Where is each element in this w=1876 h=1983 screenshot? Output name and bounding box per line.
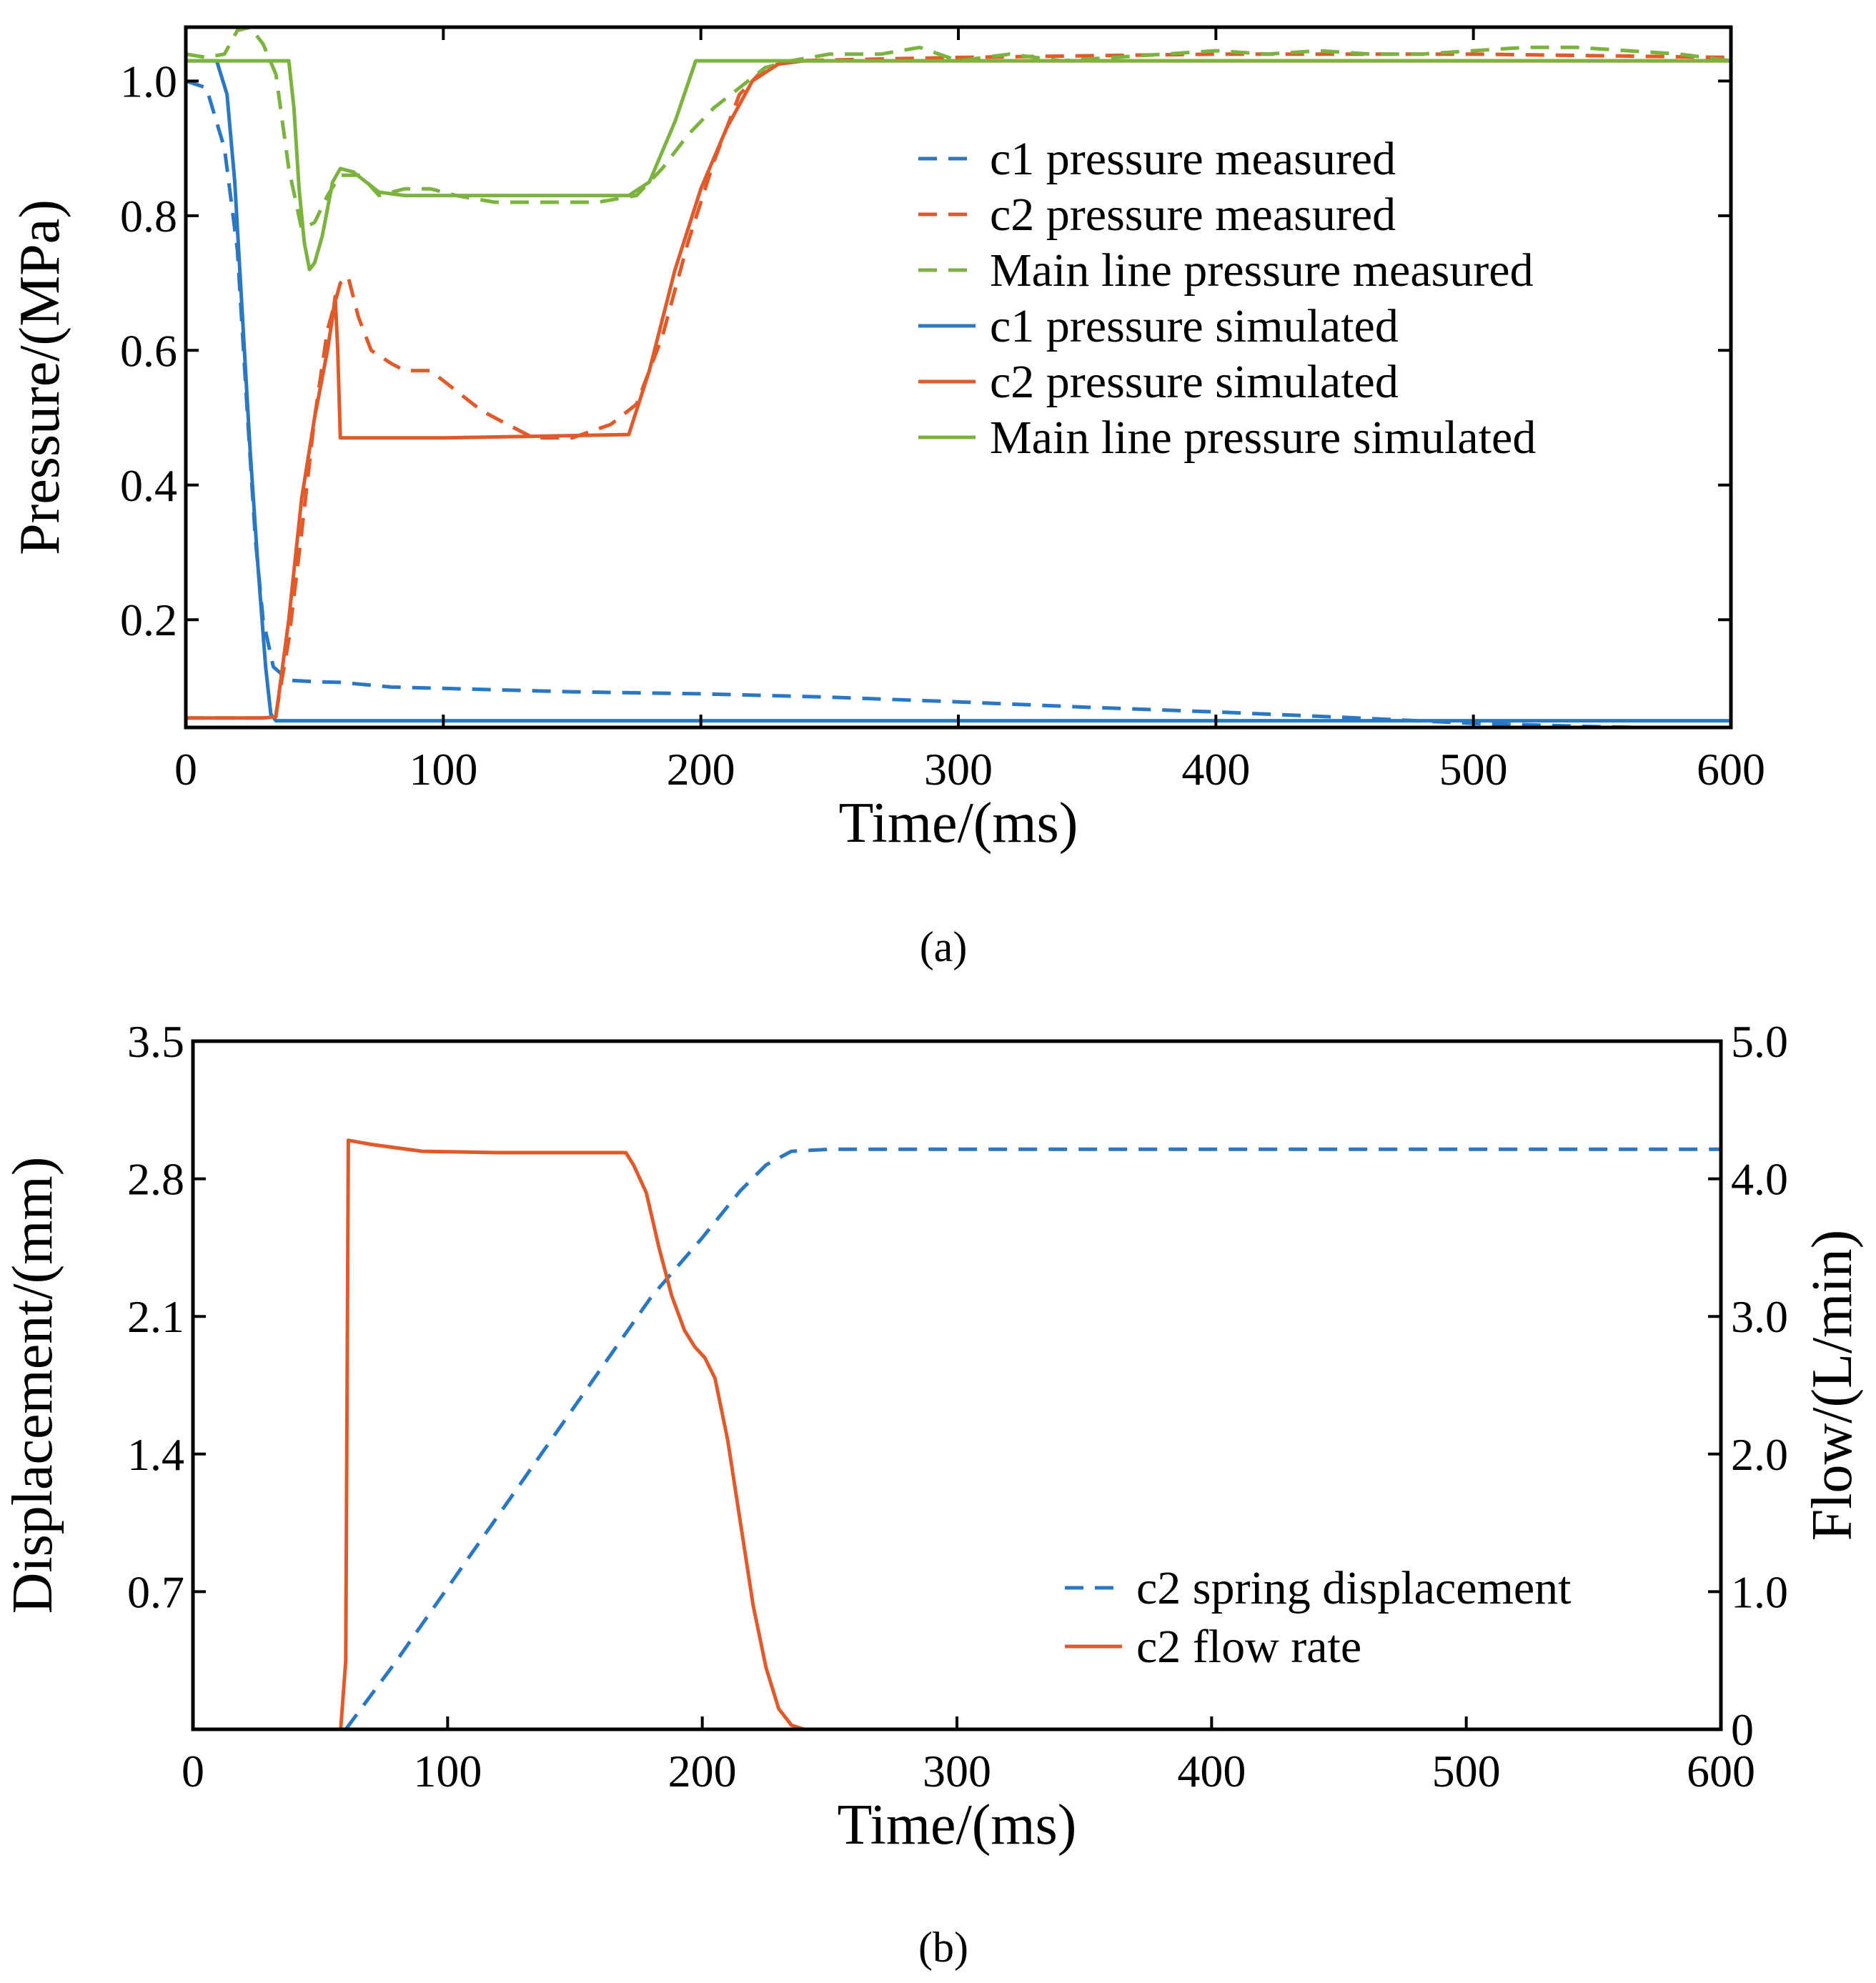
legend-label: c1 pressure simulated — [990, 300, 1399, 352]
x-tick-label: 400 — [1177, 1746, 1246, 1796]
y-tick-label: 0.2 — [120, 595, 177, 645]
y-tick-label: 2.1 — [127, 1291, 184, 1342]
y-right-tick-label: 1.0 — [1731, 1566, 1788, 1617]
y-tick-label: 0.4 — [120, 460, 177, 511]
y-tick-label: 1.4 — [127, 1429, 184, 1480]
x-tick-label: 100 — [409, 744, 477, 795]
x-tick-label: 600 — [1697, 744, 1765, 795]
x-tick-label: 200 — [667, 744, 735, 795]
legend-label: c1 pressure measured — [990, 133, 1396, 185]
plot-frame — [184, 25, 1733, 730]
panel-b: 0 100 200 300 400 500 600 0.7 1.4 2.1 2.8 3.5 0 1.0 2.… — [1, 1016, 1864, 1857]
series-line-c2-flow-rate — [193, 1138, 1721, 1729]
series-line-c2-spring-displacement — [344, 1147, 1721, 1729]
y-tick-label: 1.0 — [120, 56, 177, 106]
x-tick-label: 200 — [668, 1746, 737, 1796]
legend-label: c2 pressure simulated — [990, 356, 1399, 408]
x-axis-title: Time/(ms) — [838, 1794, 1077, 1857]
panel-a: 0 100 200 300 400 500 600 0.2 0.4 0.6 0.8 1.0 Time/(… — [9, 25, 1765, 855]
y-right-tick-label: 3.0 — [1731, 1291, 1788, 1342]
y-tick-label: 0.7 — [127, 1566, 184, 1617]
series-line-c1-pressure-measured — [186, 79, 1731, 727]
x-tick-label: 400 — [1181, 744, 1250, 795]
y-tick-label: 3.5 — [127, 1016, 184, 1067]
series-line-main-line-pressure-simulated — [186, 59, 1731, 272]
legend-label: Main line pressure measured — [990, 244, 1534, 297]
x-tick-label: 0 — [182, 1746, 204, 1796]
y-tick-label: 0.8 — [120, 191, 177, 242]
y-tick-label: 2.8 — [127, 1154, 184, 1205]
y-right-tick-label: 2.0 — [1731, 1429, 1788, 1480]
series-line-c2-pressure-simulated — [186, 59, 1731, 720]
legend-label: Main line pressure simulated — [990, 412, 1536, 464]
x-tick-label: 600 — [1687, 1746, 1755, 1796]
legend-label: c2 flow rate — [1136, 1621, 1361, 1673]
y-axis-title: Pressure/(MPa) — [9, 199, 71, 555]
y-right-tick-label: 5.0 — [1731, 1016, 1788, 1067]
y-right-axis-title: Flow/(L/min) — [1801, 1230, 1864, 1541]
x-tick-label: 100 — [413, 1746, 482, 1796]
x-tick-label: 300 — [923, 1746, 991, 1796]
x-tick-label: 300 — [924, 744, 993, 795]
x-tick-label: 0 — [174, 744, 197, 795]
x-tick-label: 500 — [1432, 1746, 1501, 1796]
series-line-c1-pressure-simulated — [186, 59, 1731, 723]
series-group — [193, 1138, 1721, 1729]
series-line-main-line-pressure-measured — [186, 27, 1731, 232]
x-axis-title: Time/(ms) — [839, 792, 1078, 855]
legend-label: c2 spring displacement — [1136, 1562, 1572, 1614]
y-tick-label: 0.6 — [120, 325, 177, 376]
panel-b-caption: (b) — [918, 1924, 968, 1971]
y-right-tick-label: 4.0 — [1731, 1154, 1788, 1205]
legend: c2 spring displacement c2 flow rate — [1065, 1562, 1572, 1673]
panel-a-caption: (a) — [920, 923, 968, 970]
y-axis-title: Displacement/(mm) — [1, 1157, 64, 1614]
series-group — [186, 27, 1731, 727]
y-right-tick-label: 0 — [1731, 1704, 1754, 1755]
series-line-c2-pressure-measured — [186, 52, 1731, 720]
legend-label: c2 pressure measured — [990, 189, 1396, 241]
x-tick-label: 500 — [1439, 744, 1508, 795]
